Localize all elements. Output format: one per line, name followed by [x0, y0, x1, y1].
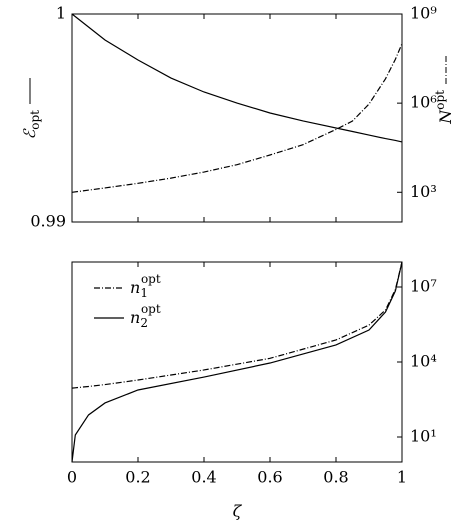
x-tick-label: 0.8: [323, 468, 348, 487]
x-tick-label: 0: [67, 468, 77, 487]
series-line: [71, 13, 403, 143]
y2-axis-label: Nopt: [433, 56, 455, 125]
legend-label: n1opt: [130, 272, 161, 300]
series-line: [71, 43, 403, 193]
y-tick-label: 1: [56, 4, 66, 23]
x-axis-label: ζ: [233, 502, 243, 521]
legend-subscript: 1: [140, 286, 148, 300]
legend-superscript: opt: [141, 272, 161, 286]
series-line: [71, 261, 403, 463]
x-tick-label: 0.6: [257, 468, 282, 487]
y-tick-label: 10⁷: [410, 277, 437, 296]
legend-superscript: opt: [141, 302, 161, 316]
legend-label: n2opt: [130, 302, 161, 330]
y-tick-label: 10¹: [410, 427, 437, 446]
legend-name: n: [130, 308, 140, 327]
y2-tick-label: 10³: [410, 182, 437, 201]
x-tick-label: 1: [397, 468, 407, 487]
plot-frame: [71, 261, 403, 463]
y-label-text: ℰopt: [20, 110, 42, 140]
y-tick-label: 10⁴: [410, 352, 437, 371]
x-tick-label: 0.2: [125, 468, 150, 487]
legend-subscript: 2: [140, 316, 148, 330]
y2-tick-label: 10⁶: [410, 93, 437, 112]
series-line: [71, 261, 403, 389]
legend-name: n: [130, 278, 140, 297]
y2-tick-label: 10⁹: [410, 4, 437, 23]
plot-frame: [71, 13, 403, 223]
y-tick-label: 0.99: [30, 212, 66, 231]
y2-label-text: Nopt: [433, 90, 455, 125]
x-tick-label: 0.4: [191, 468, 216, 487]
y-axis-label: ℰopt: [20, 78, 42, 139]
